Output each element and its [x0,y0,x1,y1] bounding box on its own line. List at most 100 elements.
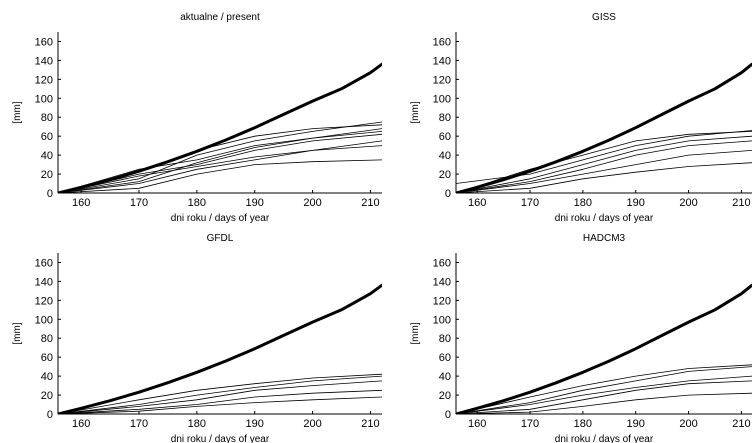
x-tick-label: 170 [521,418,539,430]
y-tick-label: 0 [445,188,451,200]
y-axis-label: [mm] [410,101,421,123]
x-tick-label: 210 [361,418,379,430]
y-tick-label: 120 [433,295,451,307]
chart-panel-2: GISS 160 170 180 190 200 210 0 20 40 60 80 100 120 140… [410,12,752,224]
series-line-thick [58,62,382,193]
y-tick-label: 160 [433,36,451,48]
y-tick-label: 80 [439,333,451,345]
y-tick-label: 140 [433,55,451,67]
series-line [456,375,752,414]
y-tick-label: 20 [439,169,451,181]
y-tick-label: 40 [41,150,53,162]
chart-panel-3: GFDL 160 170 180 190 200 210 0 20 40 60 80 100 120 140… [12,233,382,443]
y-tick-label: 100 [35,314,53,326]
series-line [58,375,382,414]
x-tick-label: 200 [303,197,321,209]
x-tick-label: 180 [574,418,592,430]
series-line [456,366,752,414]
y-tick-label: 60 [41,131,53,143]
y-tick-label: 0 [445,409,451,421]
series-line [58,380,382,414]
series-line [58,159,382,193]
series-line [456,392,752,414]
y-tick-label: 120 [35,74,53,86]
y-tick-label: 120 [35,295,53,307]
x-axis-label: dni roku / days of year [555,213,654,224]
y-tick-label: 160 [35,36,53,48]
y-tick-label: 40 [41,371,53,383]
y-tick-label: 20 [41,390,53,402]
x-tick-label: 170 [521,197,539,209]
x-tick-label: 170 [130,197,148,209]
x-tick-label: 200 [679,418,697,430]
chart-panel-1: aktualne / present 160 170 180 190 200 210 0 20 4… [12,12,382,224]
series-line-thick [456,62,752,193]
series-line [58,121,382,193]
x-tick-label: 160 [72,418,90,430]
chart-panel-4: HADCM3 160 170 180 190 200 210 0 20 40 60 80 100 120 1… [410,233,752,443]
series-line [58,373,382,414]
series-line [456,162,752,193]
x-tick-label: 180 [574,197,592,209]
y-tick-label: 80 [41,112,53,124]
series-line [456,140,752,193]
x-axis-label: dni roku / days of year [171,213,270,224]
series-line [456,130,752,184]
y-axis-label: [mm] [12,322,23,344]
y-tick-label: 80 [41,333,53,345]
y-tick-label: 40 [439,150,451,162]
y-tick-label: 20 [41,169,53,181]
series-line [456,131,752,193]
y-tick-label: 80 [439,112,451,124]
series-line [58,145,382,193]
y-tick-label: 140 [433,276,451,288]
series-line [58,140,382,193]
y-tick-label: 100 [35,93,53,105]
x-tick-label: 190 [246,418,264,430]
series-line-thick [58,283,382,414]
x-axis-label: dni roku / days of year [555,434,654,443]
series-line [58,131,382,193]
x-tick-label: 170 [130,418,148,430]
chart-title: HADCM3 [583,233,626,244]
series-line [58,133,382,193]
y-tick-label: 100 [433,93,451,105]
x-tick-label: 180 [188,418,206,430]
series-line [456,150,752,193]
y-tick-label: 120 [433,74,451,86]
x-tick-label: 180 [188,197,206,209]
chart-title: aktualne / present [180,12,260,23]
y-tick-label: 0 [47,409,53,421]
y-tick-label: 60 [439,352,451,364]
x-tick-label: 210 [361,197,379,209]
series-line [456,135,752,193]
series-group [58,283,382,414]
y-axis-label: [mm] [410,322,421,344]
x-tick-label: 190 [627,418,645,430]
y-tick-label: 20 [439,390,451,402]
series-group [58,62,382,193]
series-line [58,389,382,414]
series-line [58,396,382,414]
x-axis-label: dni roku / days of year [171,434,270,443]
x-tick-label: 190 [246,197,264,209]
x-tick-label: 210 [732,197,750,209]
y-axis-label: [mm] [12,101,23,123]
y-tick-label: 140 [35,276,53,288]
series-line [58,128,382,193]
series-line [456,380,752,414]
y-tick-label: 40 [439,371,451,383]
y-tick-label: 140 [35,55,53,67]
x-tick-label: 160 [72,197,90,209]
y-tick-label: 60 [439,131,451,143]
series-line-thick [456,283,752,414]
y-tick-label: 160 [433,257,451,269]
x-tick-label: 160 [468,418,486,430]
chart-title: GISS [592,12,616,23]
x-tick-label: 210 [732,418,750,430]
chart-title: GFDL [207,233,234,244]
series-line [456,364,752,414]
y-tick-label: 0 [47,188,53,200]
series-group [456,62,752,193]
